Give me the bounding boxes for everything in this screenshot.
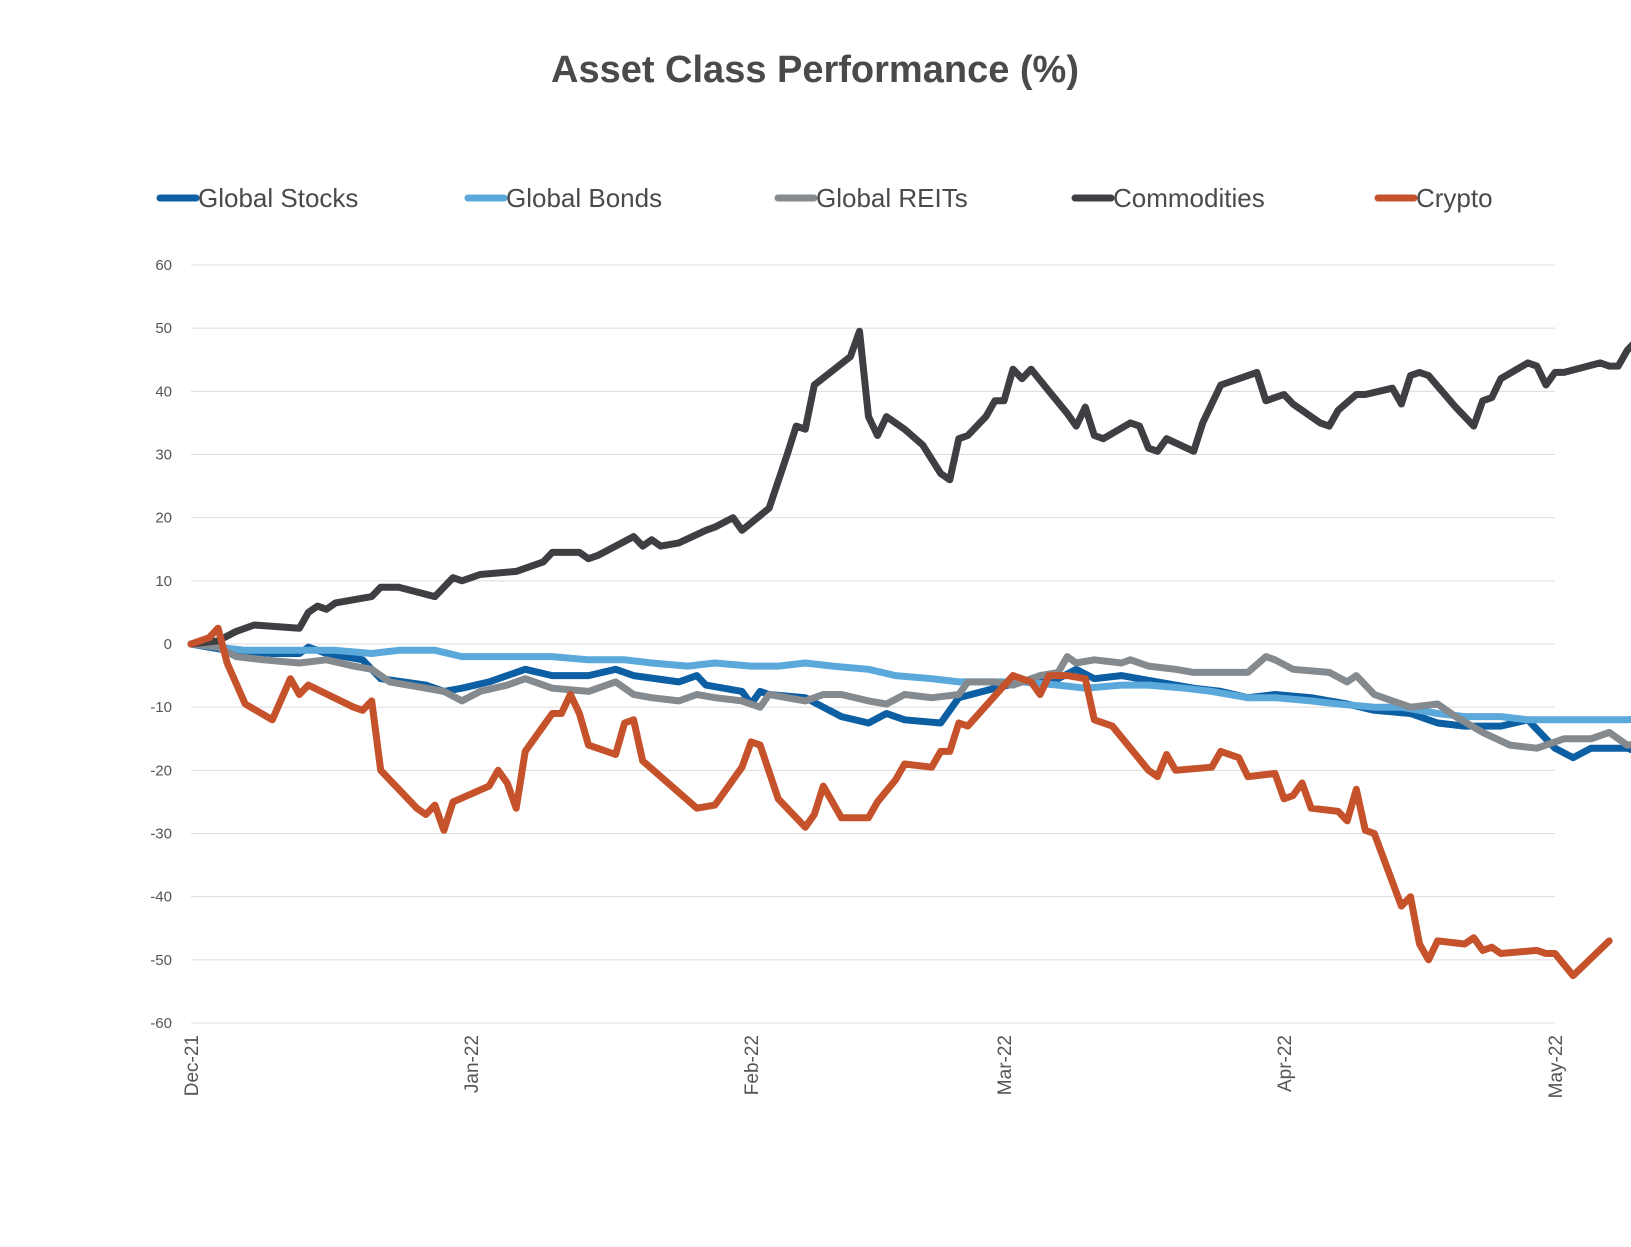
legend: Global Stocks Global Bonds Global REITs Com…: [156, 183, 1493, 213]
legend-item: Commodities: [1071, 183, 1265, 213]
series-line-commodities: [187, 327, 1631, 648]
y-tick-label: -50: [150, 952, 172, 969]
y-tick-label: 0: [164, 636, 172, 653]
y-tick-label: 40: [155, 383, 172, 400]
chart-title: Asset Class Performance (%): [551, 49, 1079, 91]
y-tick-label: 60: [155, 257, 172, 274]
y-tick-label: 50: [155, 320, 172, 337]
legend-label: Commodities: [1113, 183, 1265, 213]
plot-area: [187, 327, 1631, 980]
y-tick-label: -20: [150, 762, 172, 779]
y-tick-label: -60: [150, 1015, 172, 1032]
x-tick-label: Dec-21: [182, 1035, 203, 1096]
x-tick-label: Jan-22: [462, 1035, 483, 1093]
x-tick-label: Feb-22: [742, 1035, 763, 1095]
gridlines: [191, 264, 1555, 1024]
y-tick-label: -30: [150, 826, 172, 843]
y-tick-label: -40: [150, 889, 172, 906]
y-axis: 60 50 40 30 20 10 0 -10 -20 -30 -40 -50 -60: [150, 257, 172, 1032]
x-tick-label: Apr-22: [1275, 1035, 1296, 1092]
y-tick-label: 30: [155, 447, 172, 464]
legend-item: Global Stocks: [156, 183, 358, 213]
x-axis: Dec-21 Jan-22 Feb-22 Mar-22 Apr-22 May-22: [182, 1035, 1567, 1098]
x-tick-label: May-22: [1546, 1035, 1567, 1098]
legend-item: Crypto: [1374, 183, 1493, 213]
legend-label: Global Bonds: [506, 183, 662, 213]
y-tick-label: 10: [155, 573, 172, 590]
x-tick-label: Mar-22: [995, 1035, 1016, 1095]
y-tick-label: 20: [155, 510, 172, 527]
series-line-global-stocks: [187, 640, 1631, 762]
series-line-crypto: [187, 624, 1613, 980]
legend-item: Global Bonds: [464, 183, 662, 213]
legend-label: Global REITs: [816, 183, 968, 213]
legend-label: Global Stocks: [198, 183, 358, 213]
legend-item: Global REITs: [774, 183, 968, 213]
series-line-global-reits: [187, 640, 1631, 752]
legend-label: Crypto: [1416, 183, 1493, 213]
y-tick-label: -10: [150, 699, 172, 716]
